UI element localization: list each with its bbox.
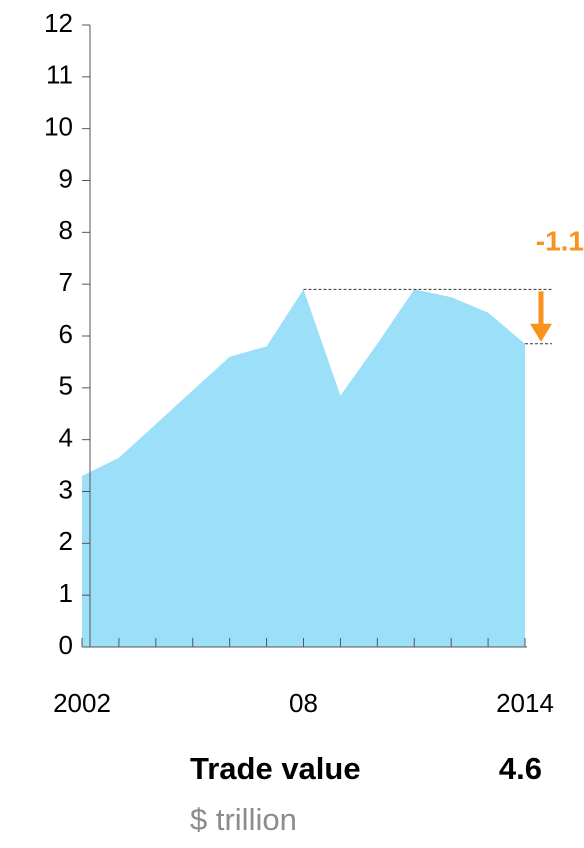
x-tick-label: 08 [289,688,318,718]
y-tick-label: 1 [59,578,73,608]
y-tick-label: 4 [59,423,73,453]
y-tick-label: 2 [59,526,73,556]
y-tick-label: 0 [59,630,73,660]
y-tick-label: 6 [59,319,73,349]
x-tick-label: 2014 [496,688,554,718]
x-tick-label: 2002 [53,688,111,718]
y-tick-label: 8 [59,215,73,245]
y-tick-label: 11 [46,60,73,90]
y-tick-label: 12 [44,8,73,38]
annotation: -1.1 [536,225,584,256]
y-tick-label: 3 [59,474,73,504]
arrow-head [530,323,552,342]
y-tick-label: 7 [59,267,73,297]
footer-unit: $ trillion [190,802,297,837]
y-tick-label: 5 [59,371,73,401]
footer-value: 4.6 [499,751,542,786]
footer-label: Trade value [190,751,361,786]
y-tick-label: 10 [44,112,73,142]
y-tick-label: 9 [59,163,73,193]
area [82,289,525,647]
